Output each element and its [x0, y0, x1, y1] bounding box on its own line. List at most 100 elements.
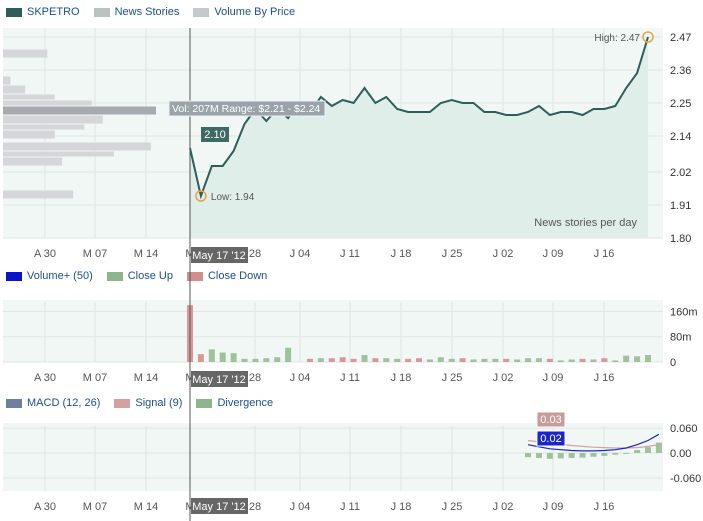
volume-by-price-bar	[3, 106, 156, 115]
date-badge-text: May 17 '12	[192, 374, 245, 386]
legend-news-stories[interactable]: News Stories	[93, 6, 180, 18]
legend-signal[interactable]: Signal (9)	[114, 397, 182, 409]
x-tick-label: J 18	[391, 501, 412, 513]
legend-label: Close Up	[127, 270, 173, 282]
y-tick-label: 0	[670, 357, 676, 369]
x-tick-label: A 30	[34, 501, 56, 513]
volume-bar	[645, 355, 651, 362]
x-tick-label: 28	[249, 372, 261, 384]
news-note: News stories per day	[534, 217, 637, 229]
legend-label: SKPETRO	[27, 6, 80, 18]
x-tick-label: J 16	[594, 248, 615, 260]
x-tick-label: J 09	[543, 372, 564, 384]
volume-by-price-bar	[3, 151, 114, 157]
volume-bar	[481, 358, 488, 362]
volume-bar	[361, 355, 368, 362]
x-tick-label: J 02	[493, 501, 514, 513]
volume-by-price-bar	[3, 49, 48, 58]
volume-by-price-bar	[3, 100, 92, 106]
x-tick-label: J 18	[391, 248, 412, 260]
volume-by-price-bar	[3, 142, 151, 151]
y-tick-label: 0.060	[670, 423, 698, 435]
volume-bar	[590, 359, 597, 362]
volume-by-price-bar	[3, 157, 63, 166]
volume-swatch	[6, 271, 22, 281]
y-tick-label: 80m	[670, 332, 691, 344]
x-tick-label: M 07	[83, 501, 107, 513]
date-badge-price: May 17 '12	[191, 247, 248, 263]
legend-label: News Stories	[114, 6, 180, 18]
vbp-swatch	[193, 7, 210, 17]
signal-swatch	[114, 398, 131, 408]
volume-bar	[416, 358, 422, 362]
divergence-bar	[645, 447, 651, 453]
y-tick-label: 0.00	[670, 448, 691, 460]
divergence-bar	[546, 453, 553, 459]
volume-bar	[503, 358, 510, 362]
macd-legend: MACD (12, 26) Signal (9) Divergence	[6, 397, 287, 409]
date-badge-macd: May 17 '12	[191, 498, 248, 514]
volume-legend: Volume+ (50) Close Up Close Down	[6, 270, 281, 282]
volume-bar	[448, 358, 455, 362]
divergence-bar	[634, 450, 641, 453]
divergence-bar	[568, 453, 575, 458]
volume-bar	[285, 347, 292, 362]
legend-close-up[interactable]: Close Up	[106, 270, 173, 282]
volume-by-price-bar	[3, 190, 74, 199]
legend-macd[interactable]: MACD (12, 26)	[6, 397, 100, 409]
price-readout: 2.10	[201, 127, 229, 142]
low-label: Low: 1.94	[211, 192, 255, 203]
macd-y-axis: 0.060 0.00 -0.060	[670, 423, 701, 485]
volume-plot-area	[3, 300, 663, 362]
x-tick-label: 28	[249, 248, 261, 260]
volume-bar	[263, 358, 270, 362]
legend-label: Volume By Price	[214, 6, 296, 18]
macd-grid	[3, 426, 663, 491]
volume-bar	[372, 358, 379, 362]
date-badge-text: May 17 '12	[192, 250, 245, 262]
y-tick-label: 2.14	[670, 131, 691, 143]
x-tick-label: M 07	[83, 248, 107, 260]
y-tick-label: 2.36	[670, 65, 691, 77]
volume-bar	[612, 360, 619, 362]
volume-bar	[557, 360, 564, 362]
legend-divergence[interactable]: Divergence	[196, 397, 273, 409]
legend-volume-plus[interactable]: Volume+ (50)	[6, 270, 93, 282]
x-tick-label: 28	[249, 501, 261, 513]
x-tick-label: J 09	[543, 248, 564, 260]
legend-volume-by-price[interactable]: Volume By Price	[193, 6, 295, 18]
volume-bar	[470, 359, 477, 362]
legend-close-down[interactable]: Close Down	[186, 270, 267, 282]
x-tick-label: M 14	[134, 372, 158, 384]
volume-bar	[274, 357, 281, 362]
volume-bar	[405, 358, 412, 362]
y-tick-label: 2.47	[670, 32, 691, 44]
volume-bar	[339, 357, 346, 362]
legend-skpetro[interactable]: SKPETRO	[6, 6, 80, 18]
low-marker	[195, 190, 207, 202]
price-line	[189, 36, 649, 200]
volume-by-price-bar	[3, 76, 11, 85]
volume-by-price-bar	[3, 130, 55, 139]
x-tick-label: J 25	[442, 372, 463, 384]
price-readout-text: 2.10	[204, 129, 225, 141]
volume-bar	[514, 359, 521, 362]
x-tick-label: M 07	[83, 372, 107, 384]
volume-bar	[535, 358, 542, 362]
volume-bar	[383, 358, 390, 362]
volume-bar	[437, 357, 444, 362]
divergence-bar	[535, 453, 542, 458]
x-tick-label: A 30	[34, 248, 56, 260]
divergence-bar	[601, 453, 608, 456]
x-tick-label: J 11	[340, 248, 360, 260]
macd-x-axis: A 30 M 07 M 14 M 28 J 04 J 11 J 18 J 25 J 02 J 09 J…	[34, 501, 614, 513]
high-marker	[642, 31, 654, 43]
x-tick-label: J 16	[594, 501, 615, 513]
price-area-fill	[190, 37, 648, 238]
y-tick-label: 1.91	[670, 200, 691, 212]
high-label: High: 2.47	[594, 33, 640, 44]
volume-bar	[328, 358, 335, 362]
volume-bar	[623, 355, 630, 362]
macd-line	[527, 433, 660, 452]
